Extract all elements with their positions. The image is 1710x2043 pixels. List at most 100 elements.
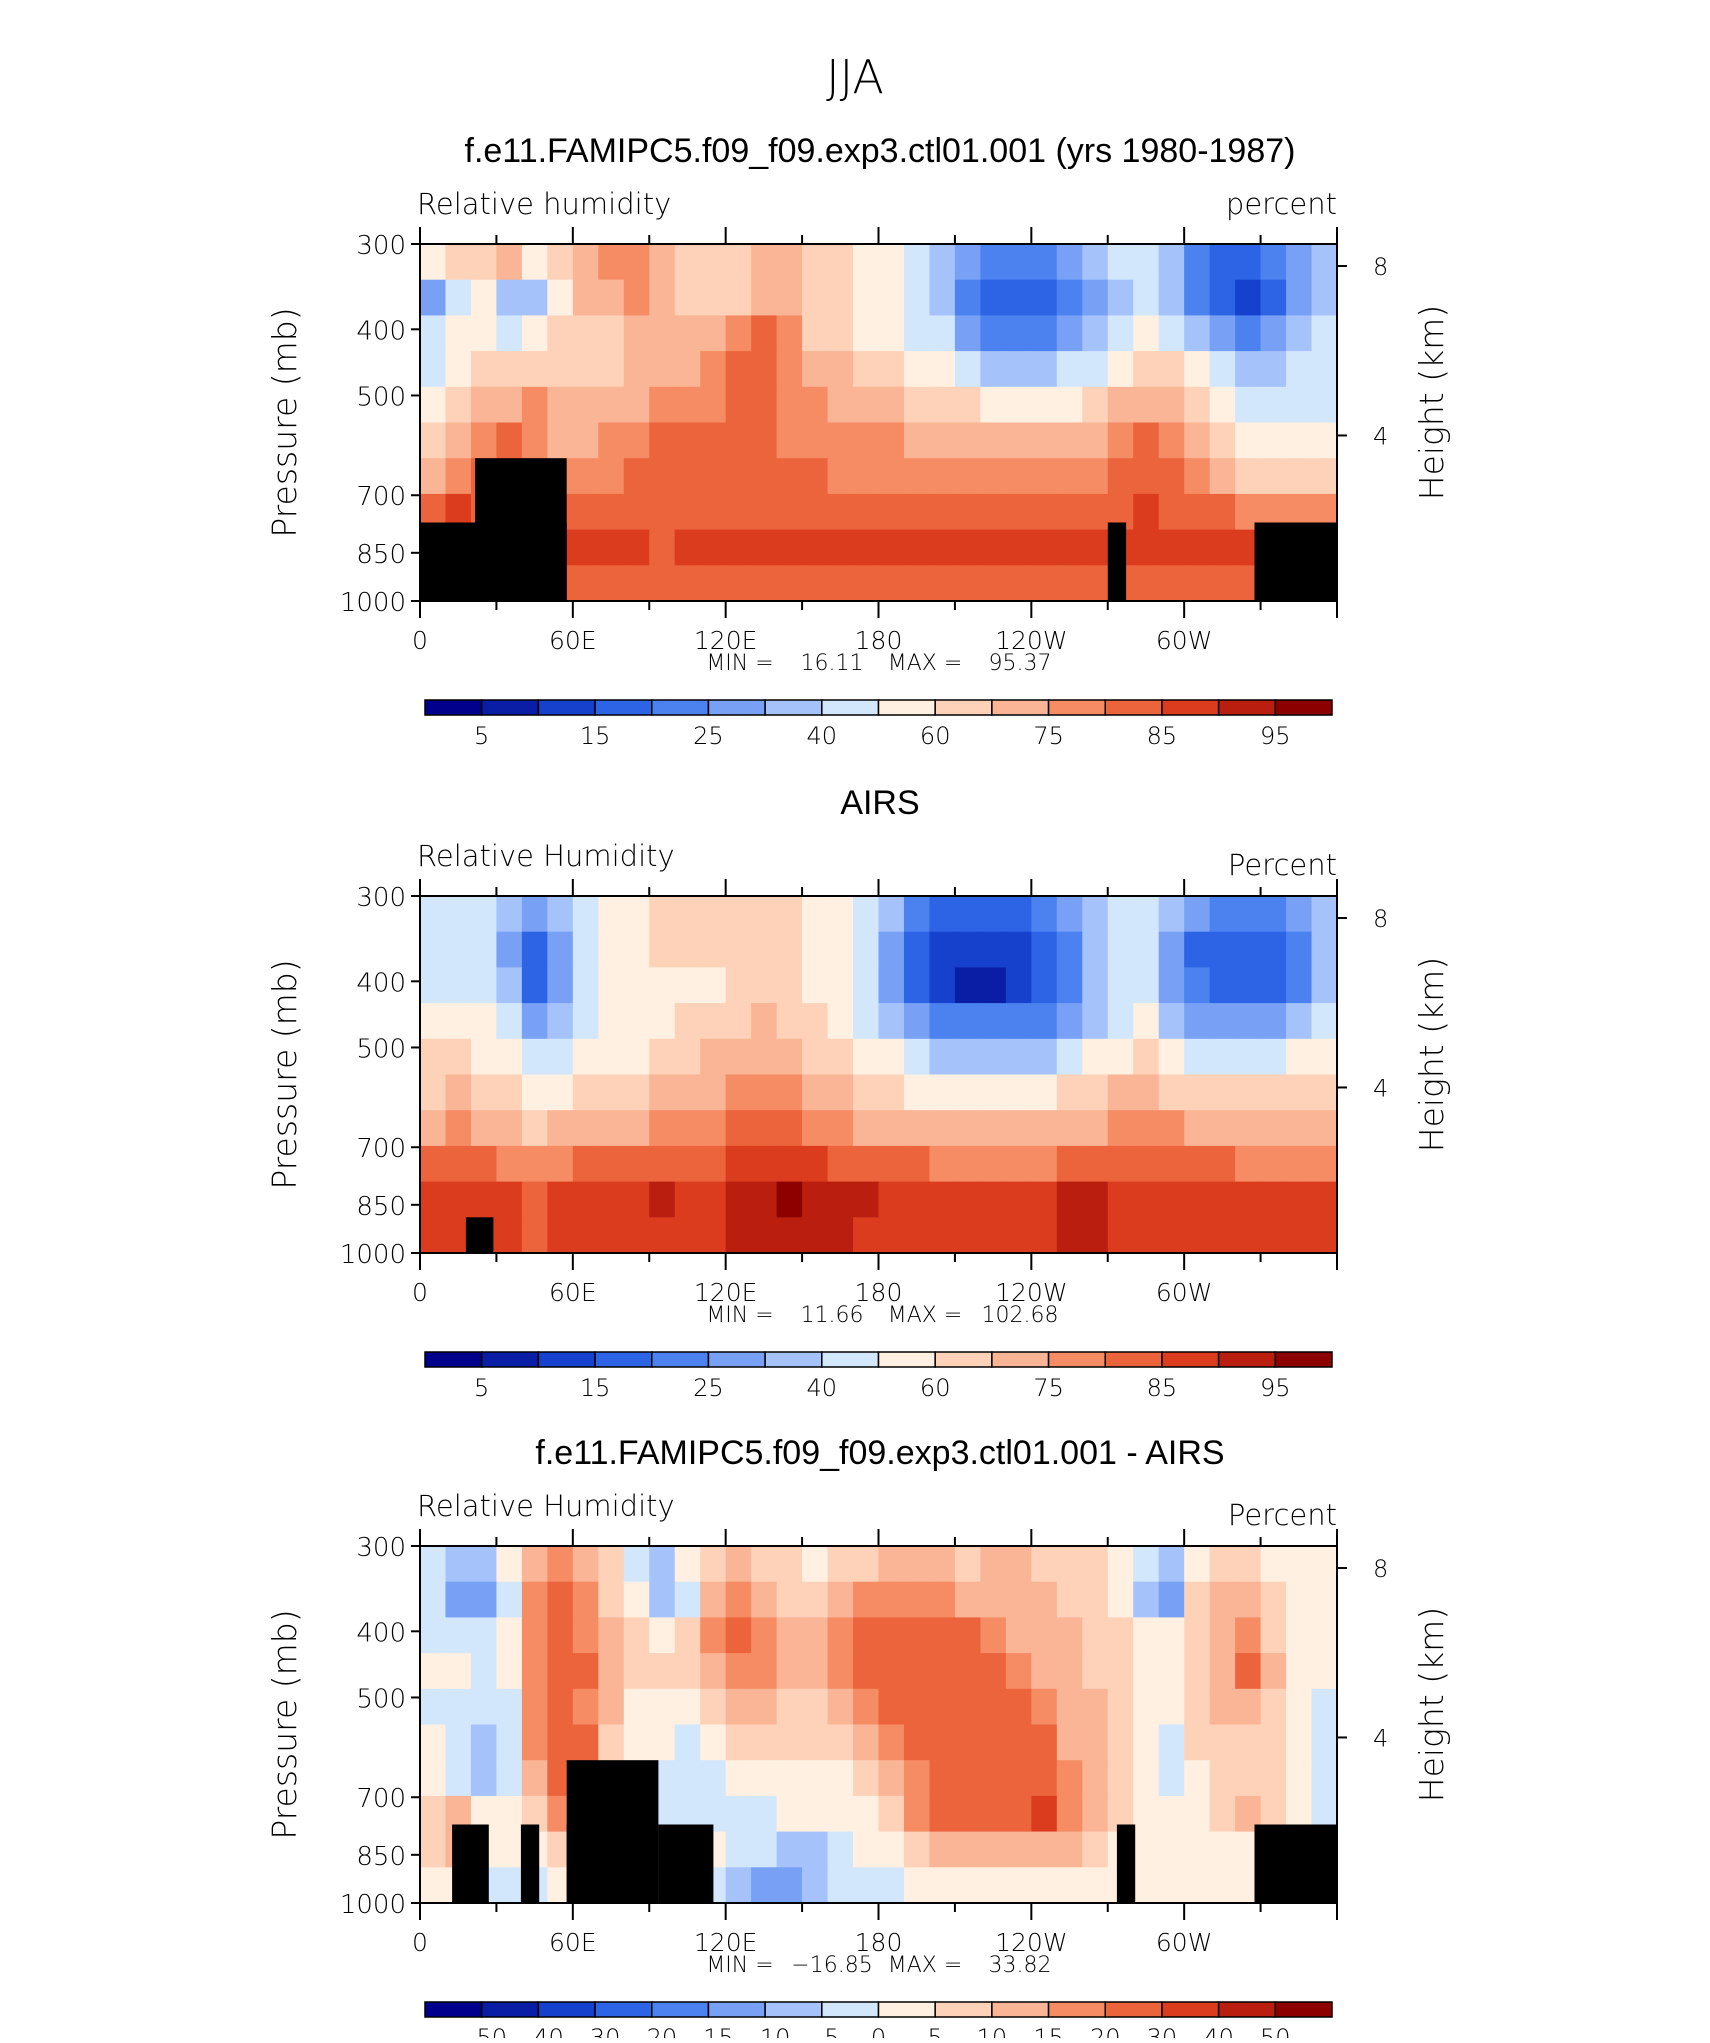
- heatmap-cell: [1056, 422, 1084, 459]
- heatmap-cell: [980, 565, 1007, 602]
- panel-1: f.e11.FAMIPC5.f09_f09.exp3.ctl01.001 (yr…: [265, 132, 1451, 750]
- heatmap-cell: [470, 386, 498, 424]
- heatmap-cell: [445, 1038, 472, 1076]
- heatmap-cell: [1184, 565, 1211, 602]
- y-right-tick-label: 8: [1373, 905, 1388, 933]
- heatmap-cell: [1311, 1181, 1338, 1219]
- heatmap-cell: [776, 1867, 803, 1904]
- heatmap-cell: [496, 244, 523, 281]
- heatmap-cell: [1056, 1867, 1084, 1904]
- heatmap-cell: [1056, 1038, 1084, 1076]
- heatmap-cell: [1311, 386, 1338, 424]
- heatmap-cell: [1031, 458, 1058, 495]
- min-value: −16.85: [791, 1953, 872, 1978]
- heatmap-cell: [853, 351, 880, 388]
- heatmap-cell: [700, 565, 727, 602]
- heatmap-cell: [1235, 1110, 1262, 1147]
- heatmap-cell: [853, 493, 880, 531]
- terrain-mask: [465, 1217, 494, 1253]
- heatmap-cell: [572, 1724, 600, 1761]
- heatmap-cell: [853, 1181, 880, 1219]
- heatmap-cell: [1056, 1217, 1084, 1254]
- colorbar-swatch: [1047, 1351, 1107, 1368]
- heatmap-cell: [1209, 1724, 1236, 1761]
- heatmap-cell: [470, 1617, 498, 1654]
- heatmap-cell: [1056, 351, 1084, 388]
- heatmap-cell: [445, 315, 472, 352]
- colorbar-swatch: [991, 699, 1050, 716]
- heatmap-cell: [1311, 1688, 1338, 1726]
- heatmap-cell: [725, 1038, 752, 1076]
- heatmap-cell: [802, 1724, 829, 1761]
- x-tick-label: 180: [855, 626, 903, 655]
- y-right-tick-label: 4: [1373, 1724, 1388, 1752]
- heatmap-cell: [1133, 315, 1160, 352]
- y-tick-label: 300: [356, 1533, 406, 1563]
- heatmap-cell: [1158, 1546, 1185, 1583]
- heatmap-cell: [1005, 1653, 1033, 1690]
- heatmap-cell: [700, 896, 727, 933]
- heatmap-cell: [1031, 1181, 1058, 1219]
- heatmap-cell: [496, 1110, 523, 1147]
- heatmap-cell: [853, 1110, 880, 1147]
- heatmap-cell: [903, 1546, 931, 1583]
- heatmap-cell: [572, 565, 600, 602]
- heatmap-cell: [700, 458, 727, 495]
- heatmap-cell: [623, 1581, 651, 1619]
- x-tick-label: 0: [412, 1278, 428, 1307]
- heatmap-cell: [1260, 1724, 1287, 1761]
- colorbar-swatch: [877, 2001, 936, 2018]
- colorbar-swatch: [707, 1351, 766, 1368]
- heatmap-cell: [903, 1831, 931, 1869]
- heatmap-cell: [700, 967, 727, 1004]
- heatmap-cell: [623, 422, 651, 459]
- heatmap-cell: [751, 931, 778, 969]
- x-tick-label: 120W: [995, 626, 1067, 655]
- heatmap-cell: [929, 1688, 956, 1726]
- heatmap-cell: [1133, 1867, 1160, 1904]
- heatmap-cell: [776, 1760, 803, 1797]
- colorbar-swatch: [1104, 1351, 1163, 1368]
- heatmap-cell: [700, 1760, 727, 1797]
- heatmap-cell: [954, 1074, 982, 1111]
- heatmap-cell: [572, 1038, 600, 1076]
- heatmap-cell: [1082, 931, 1109, 969]
- colorbar-swatch: [1274, 2001, 1333, 2018]
- heatmap-cell: [674, 529, 701, 567]
- colorbar-swatch: [1047, 2001, 1107, 2018]
- y-tick-label: 400: [356, 968, 406, 998]
- heatmap-cell: [827, 1003, 854, 1040]
- heatmap-cell: [1286, 1760, 1313, 1797]
- units-label: Percent: [1228, 848, 1337, 882]
- heatmap-cell: [1133, 565, 1160, 602]
- heatmap-cell: [1107, 1617, 1135, 1654]
- heatmap-cell: [903, 1795, 931, 1833]
- heatmap-cell: [1158, 896, 1185, 933]
- heatmap-cell: [598, 1688, 625, 1726]
- heatmap-cell: [903, 896, 931, 933]
- colorbar-label: 95: [1260, 1374, 1291, 1402]
- heatmap-cell: [1184, 967, 1211, 1004]
- heatmap-cell: [623, 386, 651, 424]
- heatmap-cell: [1184, 1795, 1211, 1833]
- heatmap-cell: [725, 315, 752, 352]
- heatmap-cell: [496, 1217, 523, 1254]
- heatmap-cell: [980, 1003, 1007, 1040]
- heatmap-cell: [1031, 493, 1058, 531]
- heatmap-cell: [1209, 1181, 1236, 1219]
- heatmap-cell: [802, 351, 829, 388]
- heatmap-cell: [1082, 1217, 1109, 1254]
- y-axis-title: Pressure (mb): [265, 1609, 304, 1839]
- heatmap-cell: [572, 1003, 600, 1040]
- heatmap-cell: [649, 1653, 676, 1690]
- heatmap-cell: [751, 493, 778, 531]
- heatmap-cell: [725, 1581, 752, 1619]
- colorbar-label: 15: [580, 722, 611, 750]
- heatmap-cell: [674, 1003, 701, 1040]
- heatmap-cell: [1005, 1724, 1033, 1761]
- colorbar-swatch: [651, 699, 710, 716]
- colorbar-label: 95: [1260, 722, 1291, 750]
- heatmap-cell: [674, 565, 701, 602]
- heatmap-cell: [827, 1867, 854, 1904]
